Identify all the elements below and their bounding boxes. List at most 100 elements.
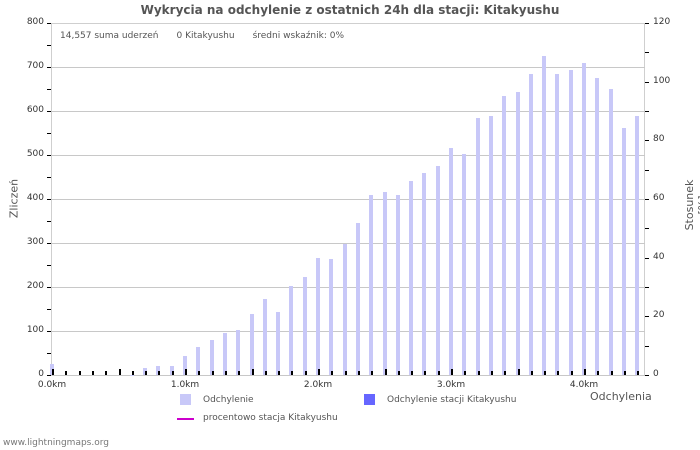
x-tick [185, 369, 187, 375]
x-tick [584, 369, 586, 375]
chart-title: Wykrycia na odchylenie z ostatnich 24h d… [140, 3, 560, 17]
stats-station: 0 Kitakyushu [176, 31, 235, 41]
y-right-tick-label: 80 [653, 134, 665, 145]
y-tick-label: 700 [26, 61, 44, 71]
x-tick [224, 371, 227, 375]
bar [276, 312, 281, 375]
bar [262, 298, 267, 375]
y-minor-tick [47, 89, 51, 90]
bar [302, 276, 307, 375]
y-tick [47, 155, 51, 156]
bar [462, 153, 467, 375]
y-right-minor-tick [645, 52, 649, 54]
y-tick-label: 800 [26, 17, 44, 27]
x-tick [264, 371, 267, 375]
bar [236, 330, 241, 375]
y-right-minor-tick [645, 287, 649, 288]
y-right-minor-tick [645, 111, 649, 112]
x-tick-label: 3.0km [436, 380, 466, 390]
y-right-tick-label: 60 [653, 193, 665, 203]
x-tick [331, 371, 334, 375]
y-right-axis-title: Stosunek [%] [683, 179, 700, 231]
bar [595, 77, 600, 375]
bar [621, 127, 626, 375]
legend-swatch-station [364, 394, 375, 405]
y-tick [47, 375, 51, 376]
bar [568, 69, 573, 375]
footer-link[interactable]: www.lightningmaps.org [3, 438, 109, 448]
x-tick [490, 371, 493, 375]
stats-average: średni wskaźnik: 0% [252, 31, 345, 41]
bar [528, 74, 533, 375]
gridline [51, 331, 645, 332]
y-tick [47, 111, 51, 112]
bar [329, 258, 334, 375]
bar [542, 55, 547, 375]
y-right-tick [645, 316, 649, 318]
bar [183, 356, 187, 375]
x-tick [65, 371, 68, 375]
x-tick [637, 371, 640, 375]
x-tick [131, 371, 134, 375]
gridline [51, 111, 645, 112]
bar [316, 257, 320, 375]
x-tick [464, 371, 467, 375]
y-tick-label: 500 [26, 149, 44, 159]
x-tick [198, 371, 201, 375]
bar [222, 333, 227, 375]
x-tick-label: 0.0km [37, 380, 67, 390]
x-tick [171, 371, 174, 375]
gridline [51, 199, 645, 200]
x-tick [238, 371, 241, 375]
bar [156, 365, 161, 375]
x-tick [384, 369, 387, 375]
x-tick [570, 371, 573, 375]
x-tick [118, 369, 121, 375]
y-tick-label: 200 [26, 281, 44, 291]
gridline [51, 243, 645, 244]
y-tick [47, 67, 51, 68]
y-right-minor-tick [645, 169, 649, 171]
y-right-tick-label: 120 [653, 17, 671, 27]
x-tick [105, 371, 108, 375]
gridline [51, 155, 645, 156]
y-tick [47, 243, 51, 244]
x-tick [610, 371, 613, 375]
bar [196, 346, 201, 375]
x-tick-label: 4.0km [569, 380, 599, 390]
bar [249, 313, 254, 375]
x-tick [530, 371, 533, 375]
y-minor-tick [47, 45, 51, 46]
x-tick [424, 371, 427, 375]
bar [382, 191, 387, 375]
bar [582, 63, 586, 375]
x-axis-title: Odchylenia [590, 390, 652, 403]
x-tick [437, 371, 440, 375]
bar [435, 165, 440, 375]
bar [355, 222, 360, 375]
y-tick-label: 0 [38, 369, 44, 379]
x-tick [397, 371, 400, 375]
x-tick [78, 371, 81, 375]
y-right-tick [645, 375, 649, 376]
y-right-minor-tick [645, 345, 649, 347]
bar [342, 243, 347, 375]
x-axis-line [51, 375, 645, 376]
x-tick [504, 371, 507, 375]
x-tick [52, 369, 54, 375]
y-tick-label: 100 [26, 325, 44, 335]
y-tick-label: 400 [26, 193, 44, 203]
stats-line: 14,557 suma uderzeń 0 Kitakyushu średni ws… [60, 31, 362, 41]
x-tick [158, 371, 161, 375]
y-tick [47, 331, 51, 332]
x-tick [357, 371, 360, 375]
bar [488, 115, 493, 375]
x-tick [371, 371, 374, 375]
x-tick-label: 2.0km [303, 380, 333, 390]
y-tick-label: 600 [26, 105, 44, 115]
bar [515, 91, 520, 375]
x-tick [477, 371, 480, 375]
x-tick [451, 369, 453, 375]
x-tick [411, 371, 414, 375]
bar [475, 117, 480, 375]
